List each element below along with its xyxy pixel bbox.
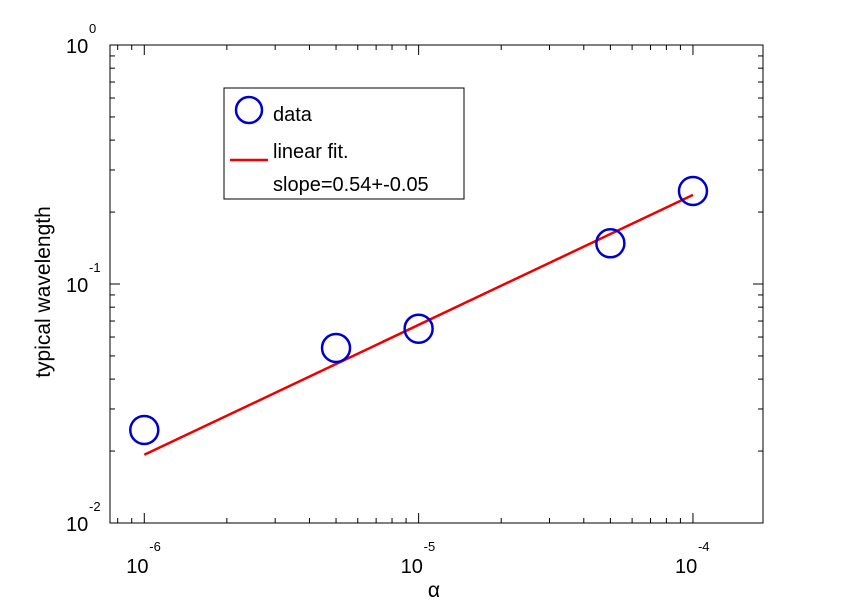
legend-label-slope: slope=0.54+-0.05 (273, 174, 429, 196)
major-ticks (110, 44, 763, 524)
y-tick-label-exponent: -2 (89, 499, 101, 514)
minor-ticks (110, 45, 763, 523)
data-point (129, 414, 160, 446)
legend: data linear fit. slope=0.54+-0.05 (223, 87, 465, 200)
data-point (320, 332, 352, 364)
y-tick-label-exponent: -1 (89, 260, 101, 275)
data-point (595, 228, 626, 259)
y-tick-label: 10 (66, 514, 88, 536)
data-point (403, 313, 434, 344)
x-tick-label: 10 (401, 556, 423, 578)
x-tick-label-exponent: -6 (149, 539, 161, 554)
x-tick-label: 10 (126, 556, 148, 578)
x-tick-label-exponent: -5 (424, 539, 436, 554)
y-tick-label: 10 (66, 275, 88, 297)
y-tick-label: 10 (66, 36, 88, 58)
y-axis-label: typical wavelength (32, 206, 55, 378)
legend-label-fit: linear fit. (273, 141, 349, 163)
data-point (677, 175, 709, 207)
x-tick-label-exponent: -4 (698, 539, 710, 554)
x-tick-labels: 10-610-510-4 (126, 539, 709, 578)
y-tick-label-exponent: 0 (89, 21, 96, 36)
fit-line (143, 193, 694, 456)
legend-label-data: data (273, 104, 313, 126)
legend-box (223, 87, 465, 200)
series-layer (129, 175, 709, 456)
x-tick-label: 10 (675, 556, 697, 578)
legend-marker-data (234, 95, 264, 125)
x-axis-label: α (428, 579, 440, 602)
